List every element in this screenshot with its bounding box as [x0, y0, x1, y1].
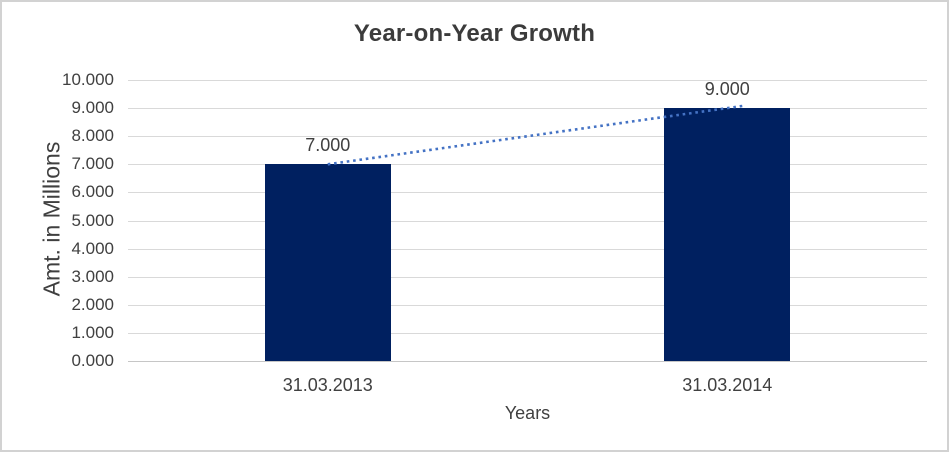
trendline: [327, 104, 744, 166]
plot-area: [128, 80, 927, 362]
bar: [264, 164, 391, 361]
chart-title: Year-on-Year Growth: [353, 20, 596, 47]
y-tick-label: 7.000: [71, 154, 114, 174]
x-tick-label: 31.03.2014: [682, 375, 773, 395]
y-tick-label: 4.000: [71, 238, 114, 258]
x-axis-line: [128, 361, 927, 362]
gridline: [128, 192, 927, 194]
gridline: [128, 332, 927, 334]
y-tick-label: 8.000: [71, 126, 114, 146]
y-tick-label: 2.000: [71, 294, 114, 314]
y-tick-label: 6.000: [71, 182, 114, 202]
y-tick-label: 10.000: [62, 70, 114, 89]
gridline: [128, 108, 927, 110]
bar-value-label: 9.000: [704, 79, 750, 100]
y-tick-label: 3.000: [71, 266, 114, 286]
gridline: [128, 220, 927, 222]
bar: [664, 108, 791, 361]
y-tick-label: 1.000: [71, 322, 114, 342]
trendline-svg: [327, 104, 744, 166]
y-tick-label: 0.000: [71, 351, 114, 370]
gridline: [128, 304, 927, 306]
gridline: [128, 136, 927, 138]
bar-value-label: 7.000: [305, 135, 351, 156]
y-tick-label: 5.000: [71, 210, 114, 230]
y-tick-label: 9.000: [71, 98, 114, 118]
gridline: [128, 80, 927, 81]
gridline: [128, 248, 927, 250]
x-axis-title: Years: [504, 403, 551, 423]
x-tick-label: 31.03.2013: [282, 375, 373, 395]
gridline: [128, 276, 927, 278]
gridline: [128, 164, 927, 166]
